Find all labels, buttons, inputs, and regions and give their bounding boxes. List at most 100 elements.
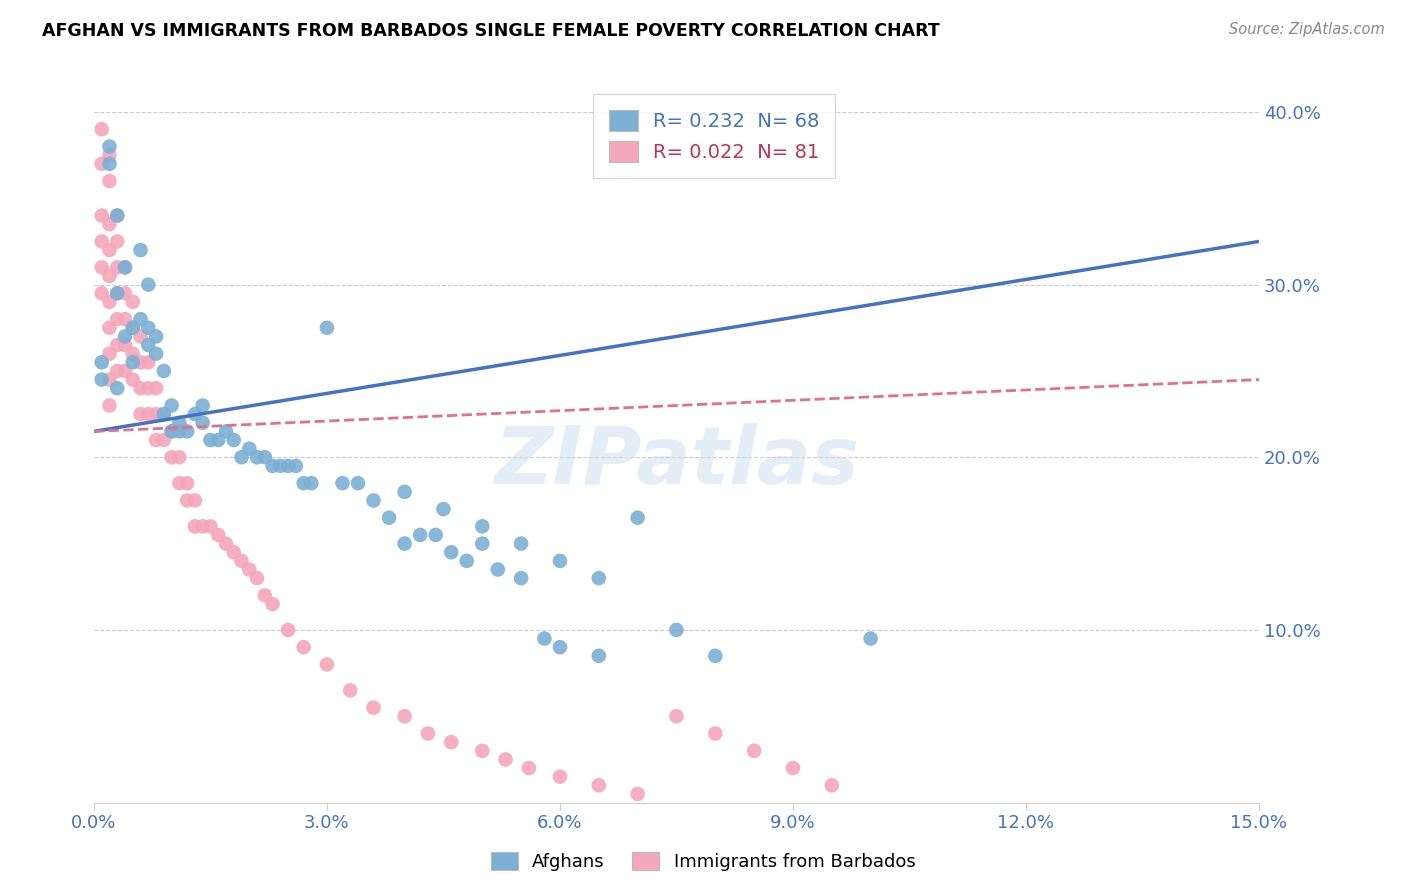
Point	[742, 744, 765, 758]
Point	[548, 554, 571, 568]
Point	[215, 425, 238, 439]
Point	[416, 726, 439, 740]
Point	[145, 329, 167, 343]
Point	[176, 493, 198, 508]
Point	[191, 519, 214, 533]
Point	[114, 338, 136, 352]
Point	[169, 476, 191, 491]
Point	[90, 260, 112, 275]
Point	[136, 381, 159, 395]
Point	[548, 770, 571, 784]
Point	[347, 476, 370, 491]
Point	[129, 407, 152, 421]
Point	[121, 320, 143, 334]
Point	[98, 399, 121, 413]
Point	[292, 476, 315, 491]
Point	[821, 778, 844, 792]
Point	[105, 209, 128, 223]
Point	[238, 442, 260, 456]
Point	[105, 286, 128, 301]
Text: ZIPatlas: ZIPatlas	[494, 423, 859, 500]
Point	[129, 381, 152, 395]
Point	[191, 399, 214, 413]
Point	[184, 407, 207, 421]
Point	[665, 623, 688, 637]
Point	[292, 640, 315, 655]
Point	[114, 329, 136, 343]
Point	[98, 139, 121, 153]
Point	[136, 277, 159, 292]
Point	[105, 338, 128, 352]
Point	[299, 476, 322, 491]
Point	[339, 683, 361, 698]
Point	[90, 355, 112, 369]
Point	[121, 294, 143, 309]
Point	[153, 407, 176, 421]
Point	[626, 510, 648, 524]
Point	[98, 294, 121, 309]
Text: AFGHAN VS IMMIGRANTS FROM BARBADOS SINGLE FEMALE POVERTY CORRELATION CHART: AFGHAN VS IMMIGRANTS FROM BARBADOS SINGL…	[42, 22, 941, 40]
Point	[129, 355, 152, 369]
Point	[222, 545, 245, 559]
Point	[253, 450, 276, 465]
Point	[121, 320, 143, 334]
Point	[136, 355, 159, 369]
Point	[105, 260, 128, 275]
Point	[105, 235, 128, 249]
Point	[510, 536, 533, 550]
Point	[231, 554, 253, 568]
Point	[145, 433, 167, 447]
Point	[98, 347, 121, 361]
Point	[136, 320, 159, 334]
Point	[363, 700, 385, 714]
Point	[332, 476, 354, 491]
Point	[114, 260, 136, 275]
Point	[191, 416, 214, 430]
Point	[704, 648, 727, 663]
Point	[495, 752, 517, 766]
Point	[90, 122, 112, 136]
Point	[145, 381, 167, 395]
Point	[665, 709, 688, 723]
Point	[98, 243, 121, 257]
Point	[471, 519, 494, 533]
Point	[160, 399, 183, 413]
Point	[277, 623, 299, 637]
Point	[114, 312, 136, 326]
Point	[548, 640, 571, 655]
Point	[176, 425, 198, 439]
Point	[316, 657, 339, 672]
Point	[114, 260, 136, 275]
Point	[160, 450, 183, 465]
Point	[114, 364, 136, 378]
Point	[533, 632, 555, 646]
Point	[160, 425, 183, 439]
Point	[394, 709, 416, 723]
Point	[98, 148, 121, 162]
Point	[215, 536, 238, 550]
Point	[200, 433, 222, 447]
Point	[200, 519, 222, 533]
Point	[704, 726, 727, 740]
Point	[105, 209, 128, 223]
Point	[394, 484, 416, 499]
Point	[129, 243, 152, 257]
Point	[98, 373, 121, 387]
Point	[90, 157, 112, 171]
Point	[231, 450, 253, 465]
Point	[588, 778, 610, 792]
Point	[105, 364, 128, 378]
Point	[782, 761, 804, 775]
Point	[90, 286, 112, 301]
Point	[284, 458, 307, 473]
Point	[432, 502, 454, 516]
Point	[121, 373, 143, 387]
Point	[246, 571, 269, 585]
Point	[121, 355, 143, 369]
Point	[440, 545, 463, 559]
Point	[486, 562, 509, 576]
Point	[121, 347, 143, 361]
Point	[626, 787, 648, 801]
Point	[456, 554, 478, 568]
Point	[269, 458, 291, 473]
